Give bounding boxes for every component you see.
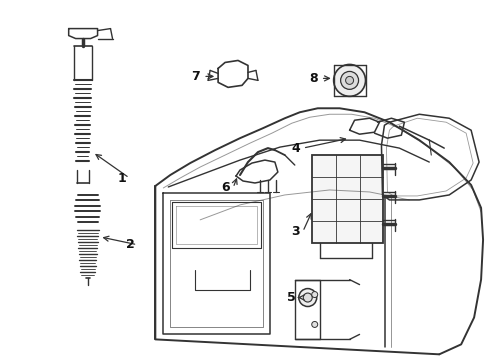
Circle shape	[303, 293, 312, 302]
Circle shape	[311, 321, 317, 328]
Text: 4: 4	[290, 141, 299, 155]
Text: 7: 7	[191, 70, 200, 83]
Text: 6: 6	[221, 181, 229, 194]
Circle shape	[333, 64, 365, 96]
Bar	[311, 155, 383, 243]
Text: 1: 1	[118, 171, 126, 185]
Text: 2: 2	[125, 238, 134, 251]
Circle shape	[340, 71, 358, 89]
Circle shape	[345, 76, 353, 84]
Text: 8: 8	[308, 72, 317, 85]
Text: 5: 5	[286, 291, 295, 304]
Text: 3: 3	[290, 225, 299, 238]
Circle shape	[311, 292, 317, 298]
Circle shape	[298, 289, 316, 306]
